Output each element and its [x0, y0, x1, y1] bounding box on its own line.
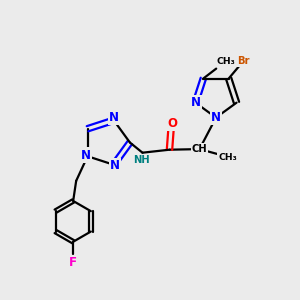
Text: N: N — [190, 96, 200, 109]
Text: N: N — [110, 160, 120, 172]
Text: N: N — [211, 111, 221, 124]
Text: NH: NH — [133, 155, 150, 165]
Text: N: N — [109, 111, 119, 124]
Text: F: F — [69, 256, 77, 269]
Text: Br: Br — [237, 56, 250, 65]
Text: CH₃: CH₃ — [217, 57, 236, 66]
Text: O: O — [167, 117, 177, 130]
Text: CH₃: CH₃ — [218, 153, 237, 162]
Text: N: N — [81, 148, 91, 162]
Text: CH: CH — [192, 144, 207, 154]
